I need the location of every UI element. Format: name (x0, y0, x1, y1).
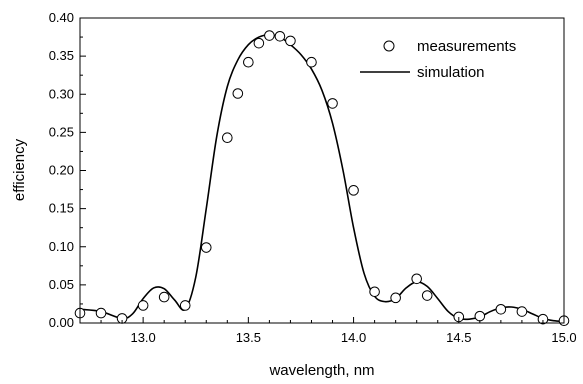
legend-measurements-label: measurements (417, 38, 516, 55)
plot-content (74, 30, 570, 327)
measurement-point (537, 313, 549, 325)
x-tick-label: 13.0 (130, 330, 155, 345)
legend: measurements simulation (360, 38, 516, 81)
x-axis-title: wavelength, nm (268, 362, 374, 379)
measurement-point (348, 185, 359, 196)
measurement-point (222, 132, 233, 144)
measurement-point (285, 35, 296, 47)
measurement-point (264, 30, 275, 41)
measurement-point (390, 292, 401, 304)
y-tick-label: 0.20 (49, 163, 74, 178)
x-tick-label: 14.5 (446, 330, 471, 345)
y-tick-label: 0.30 (49, 86, 74, 101)
y-tick-label: 0.10 (49, 239, 74, 254)
y-tick-label: 0.35 (49, 48, 74, 63)
measurement-point (495, 303, 507, 315)
plot-frame (79, 17, 565, 324)
y-tick-label: 0.05 (49, 277, 74, 292)
legend-simulation-label: simulation (417, 64, 485, 81)
measurement-point (243, 56, 254, 68)
measurement-point (474, 310, 486, 322)
measurement-point (327, 98, 338, 109)
measurement-point (516, 306, 528, 317)
x-axis-ticks: 13.0 13.5 14.0 14.5 15.0 (79, 317, 577, 345)
y-tick-label: 0.00 (49, 315, 74, 330)
measurement-point (253, 37, 265, 49)
measurement-point (274, 31, 286, 42)
measurement-point (411, 273, 422, 285)
x-tick-label: 13.5 (236, 330, 261, 345)
series-simulation-line (79, 33, 565, 323)
y-tick-label: 0.15 (49, 201, 74, 216)
y-tick-label: 0.40 (49, 10, 74, 25)
y-axis-ticks: 0.00 0.05 0.10 0.15 0.20 0.25 0.30 0.35 0.40 (49, 10, 86, 330)
measurement-point (369, 286, 380, 298)
y-tick-label: 0.25 (49, 124, 74, 139)
legend-measurements-marker (383, 40, 395, 52)
measurement-point (200, 242, 212, 253)
x-tick-label: 14.0 (341, 330, 366, 345)
measurement-point (137, 300, 149, 311)
measurement-point (158, 291, 170, 303)
measurement-point (179, 300, 191, 311)
measurement-point (95, 307, 107, 319)
x-tick-label: 15.0 (551, 330, 576, 345)
measurement-point (421, 290, 433, 301)
measurement-point (232, 88, 244, 99)
y-axis-title: efficiency (11, 138, 28, 201)
measurement-point (306, 56, 317, 68)
